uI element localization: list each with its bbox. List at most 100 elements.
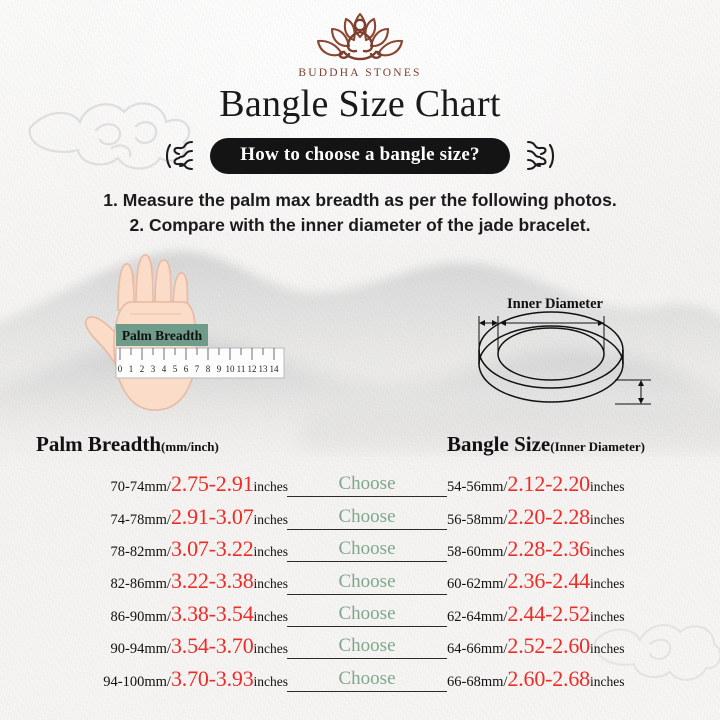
- palm-breadth-inch: 3.07-3.22: [170, 535, 254, 561]
- bangle-size-cell: 58-60mm/2.28-2.36inches: [447, 536, 624, 562]
- bangle-size-mm: 64-66mm/: [447, 641, 508, 658]
- table-row: 74-78mm/2.91-3.07inches Choose 56-58mm/2.2…: [0, 500, 720, 532]
- palm-breadth-cell: 94-100mm/3.70-3.93inches: [103, 666, 288, 692]
- bangle-size-inch: 2.60-2.68: [507, 665, 590, 691]
- flourish-ornament-icon: [166, 140, 194, 171]
- choose-link[interactable]: Choose: [338, 538, 396, 560]
- bangle-size-unit: inches: [589, 479, 625, 495]
- palm-breadth-unit: inches: [253, 673, 289, 689]
- svg-text:11: 11: [237, 364, 246, 374]
- svg-text:7: 7: [195, 364, 200, 374]
- palm-breadth-inch: 3.38-3.54: [170, 600, 254, 626]
- palm-breadth-unit: inches: [253, 479, 289, 495]
- choose-cell: Choose: [287, 506, 447, 530]
- bangle-size-mm: 62-64mm/: [447, 608, 508, 625]
- table-row: 90-94mm/3.54-3.70inches Choose 64-66mm/2.5…: [0, 630, 720, 662]
- bangle-size-header-title: Bangle Size: [447, 432, 551, 456]
- svg-text:9: 9: [217, 364, 222, 374]
- bangle-size-inch: 2.36-2.44: [507, 568, 590, 594]
- brand-logo: BUDDHA STONES: [0, 8, 720, 79]
- svg-text:5: 5: [173, 364, 178, 374]
- svg-text:0: 0: [118, 364, 123, 374]
- bangle-size-unit: inches: [589, 511, 625, 527]
- table-row: 86-90mm/3.38-3.54 inches Choose 62-64mm/2.4…: [0, 598, 720, 630]
- bangle-size-inch: 2.12-2.20: [507, 471, 590, 497]
- palm-breadth-cell: 78-82mm/3.07-3.22inches: [111, 536, 288, 562]
- bangle-ring-illustration: [478, 311, 651, 405]
- palm-breadth-inch: 2.91-3.07: [170, 503, 254, 529]
- palm-breadth-cell: 82-86mm/3.22-3.38inches: [111, 568, 288, 594]
- bangle-size-cell: 64-66mm/2.52-2.60inches: [447, 633, 624, 659]
- svg-text:3: 3: [151, 364, 156, 374]
- palm-breadth-mm: 82-86mm/: [110, 576, 171, 593]
- palm-breadth-inch: 3.22-3.38: [170, 568, 254, 594]
- bangle-size-unit: inches: [589, 641, 625, 657]
- bangle-size-unit: inches: [589, 673, 625, 689]
- bangle-size-cell: 62-64mm/2.44-2.52inches: [447, 601, 624, 627]
- bangle-size-cell: 60-62mm/2.36-2.44inches: [447, 568, 624, 594]
- choose-link[interactable]: Choose: [338, 635, 396, 657]
- size-table: 70-74mm/2.75-2.91inches Choose 54-56mm/2.1…: [0, 468, 720, 695]
- choose-link[interactable]: Choose: [338, 570, 396, 592]
- choose-link[interactable]: Choose: [338, 602, 396, 624]
- bangle-size-cell: 54-56mm/2.12-2.20inches: [447, 471, 624, 497]
- choose-cell: Choose: [287, 603, 447, 627]
- palm-breadth-unit: inches: [253, 511, 289, 527]
- svg-text:14: 14: [270, 364, 280, 374]
- table-row: 70-74mm/2.75-2.91inches Choose 54-56mm/2.1…: [0, 468, 720, 500]
- palm-breadth-header-sub: (mm/inch): [161, 439, 219, 454]
- palm-breadth-column-header: Palm Breadth(mm/inch): [36, 432, 219, 457]
- bangle-size-mm: 56-58mm/: [447, 511, 508, 528]
- bangle-size-unit: inches: [589, 608, 625, 624]
- table-row: 78-82mm/3.07-3.22inches Choose 58-60mm/2.2…: [0, 533, 720, 565]
- instruction-line-2: 2. Compare with the inner diameter of th…: [129, 215, 591, 236]
- svg-text:1: 1: [129, 364, 134, 374]
- choose-link[interactable]: Choose: [338, 667, 396, 689]
- svg-text:12: 12: [248, 364, 257, 374]
- bangle-size-inch: 2.28-2.36: [507, 535, 590, 561]
- palm-breadth-inch: 2.75-2.91: [170, 471, 254, 497]
- svg-text:10: 10: [226, 364, 236, 374]
- palm-breadth-mm: 74-78mm/: [110, 511, 171, 528]
- how-to-choose-badge: How to choose a bangle size?: [210, 138, 510, 174]
- bangle-size-unit: inches: [589, 543, 625, 559]
- palm-breadth-label: Palm Breadth: [122, 328, 203, 343]
- bangle-size-cell: 66-68mm/2.60-2.68inches: [447, 666, 624, 692]
- bangle-size-column-header: Bangle Size(Inner Diameter): [447, 432, 645, 457]
- flourish-ornament-icon-right: [526, 140, 554, 171]
- choose-cell: Choose: [287, 668, 447, 692]
- instruction-line-1: 1. Measure the palm max breadth as per t…: [103, 190, 617, 210]
- svg-text:4: 4: [162, 364, 167, 374]
- palm-breadth-unit: inches: [253, 543, 289, 559]
- choose-cell: Choose: [287, 538, 447, 563]
- palm-breadth-cell: 70-74mm/2.75-2.91inches: [111, 471, 288, 497]
- page-title: Bangle Size Chart: [219, 83, 501, 125]
- bangle-size-cell: 56-58mm/2.20-2.28inches: [447, 504, 624, 530]
- palm-breadth-mm: 70-74mm/: [110, 479, 171, 496]
- badge-row: How to choose a bangle size?: [0, 136, 720, 176]
- choose-link[interactable]: Choose: [338, 505, 396, 527]
- svg-text:2: 2: [140, 364, 145, 374]
- choose-cell: Choose: [287, 635, 447, 660]
- bangle-size-mm: 58-60mm/: [447, 543, 508, 560]
- palm-breadth-header-title: Palm Breadth: [36, 432, 162, 456]
- bangle-size-inch: 2.52-2.60: [507, 633, 590, 659]
- table-row: 82-86mm/3.22-3.38inches Choose 60-62mm/2.3…: [0, 565, 720, 597]
- svg-text:6: 6: [184, 364, 189, 374]
- bangle-size-unit: inches: [589, 576, 625, 592]
- svg-text:8: 8: [206, 364, 211, 374]
- bangle-size-header-sub: (Inner Diameter): [550, 439, 645, 454]
- choose-cell: Choose: [287, 571, 447, 595]
- palm-breadth-mm: 86-90mm/: [110, 608, 171, 625]
- choose-link[interactable]: Choose: [338, 473, 396, 495]
- palm-breadth-mm: 94-100mm/: [103, 673, 171, 690]
- instructions-block: 1. Measure the palm max breadth as per t…: [0, 188, 720, 239]
- palm-breadth-cell: 74-78mm/2.91-3.07inches: [111, 504, 288, 530]
- svg-text:13: 13: [259, 364, 269, 374]
- choose-cell: Choose: [287, 473, 447, 498]
- brand-name: BUDDHA STONES: [298, 67, 422, 79]
- bangle-size-inch: 2.44-2.52: [507, 600, 590, 626]
- bangle-size-mm: 54-56mm/: [447, 479, 508, 496]
